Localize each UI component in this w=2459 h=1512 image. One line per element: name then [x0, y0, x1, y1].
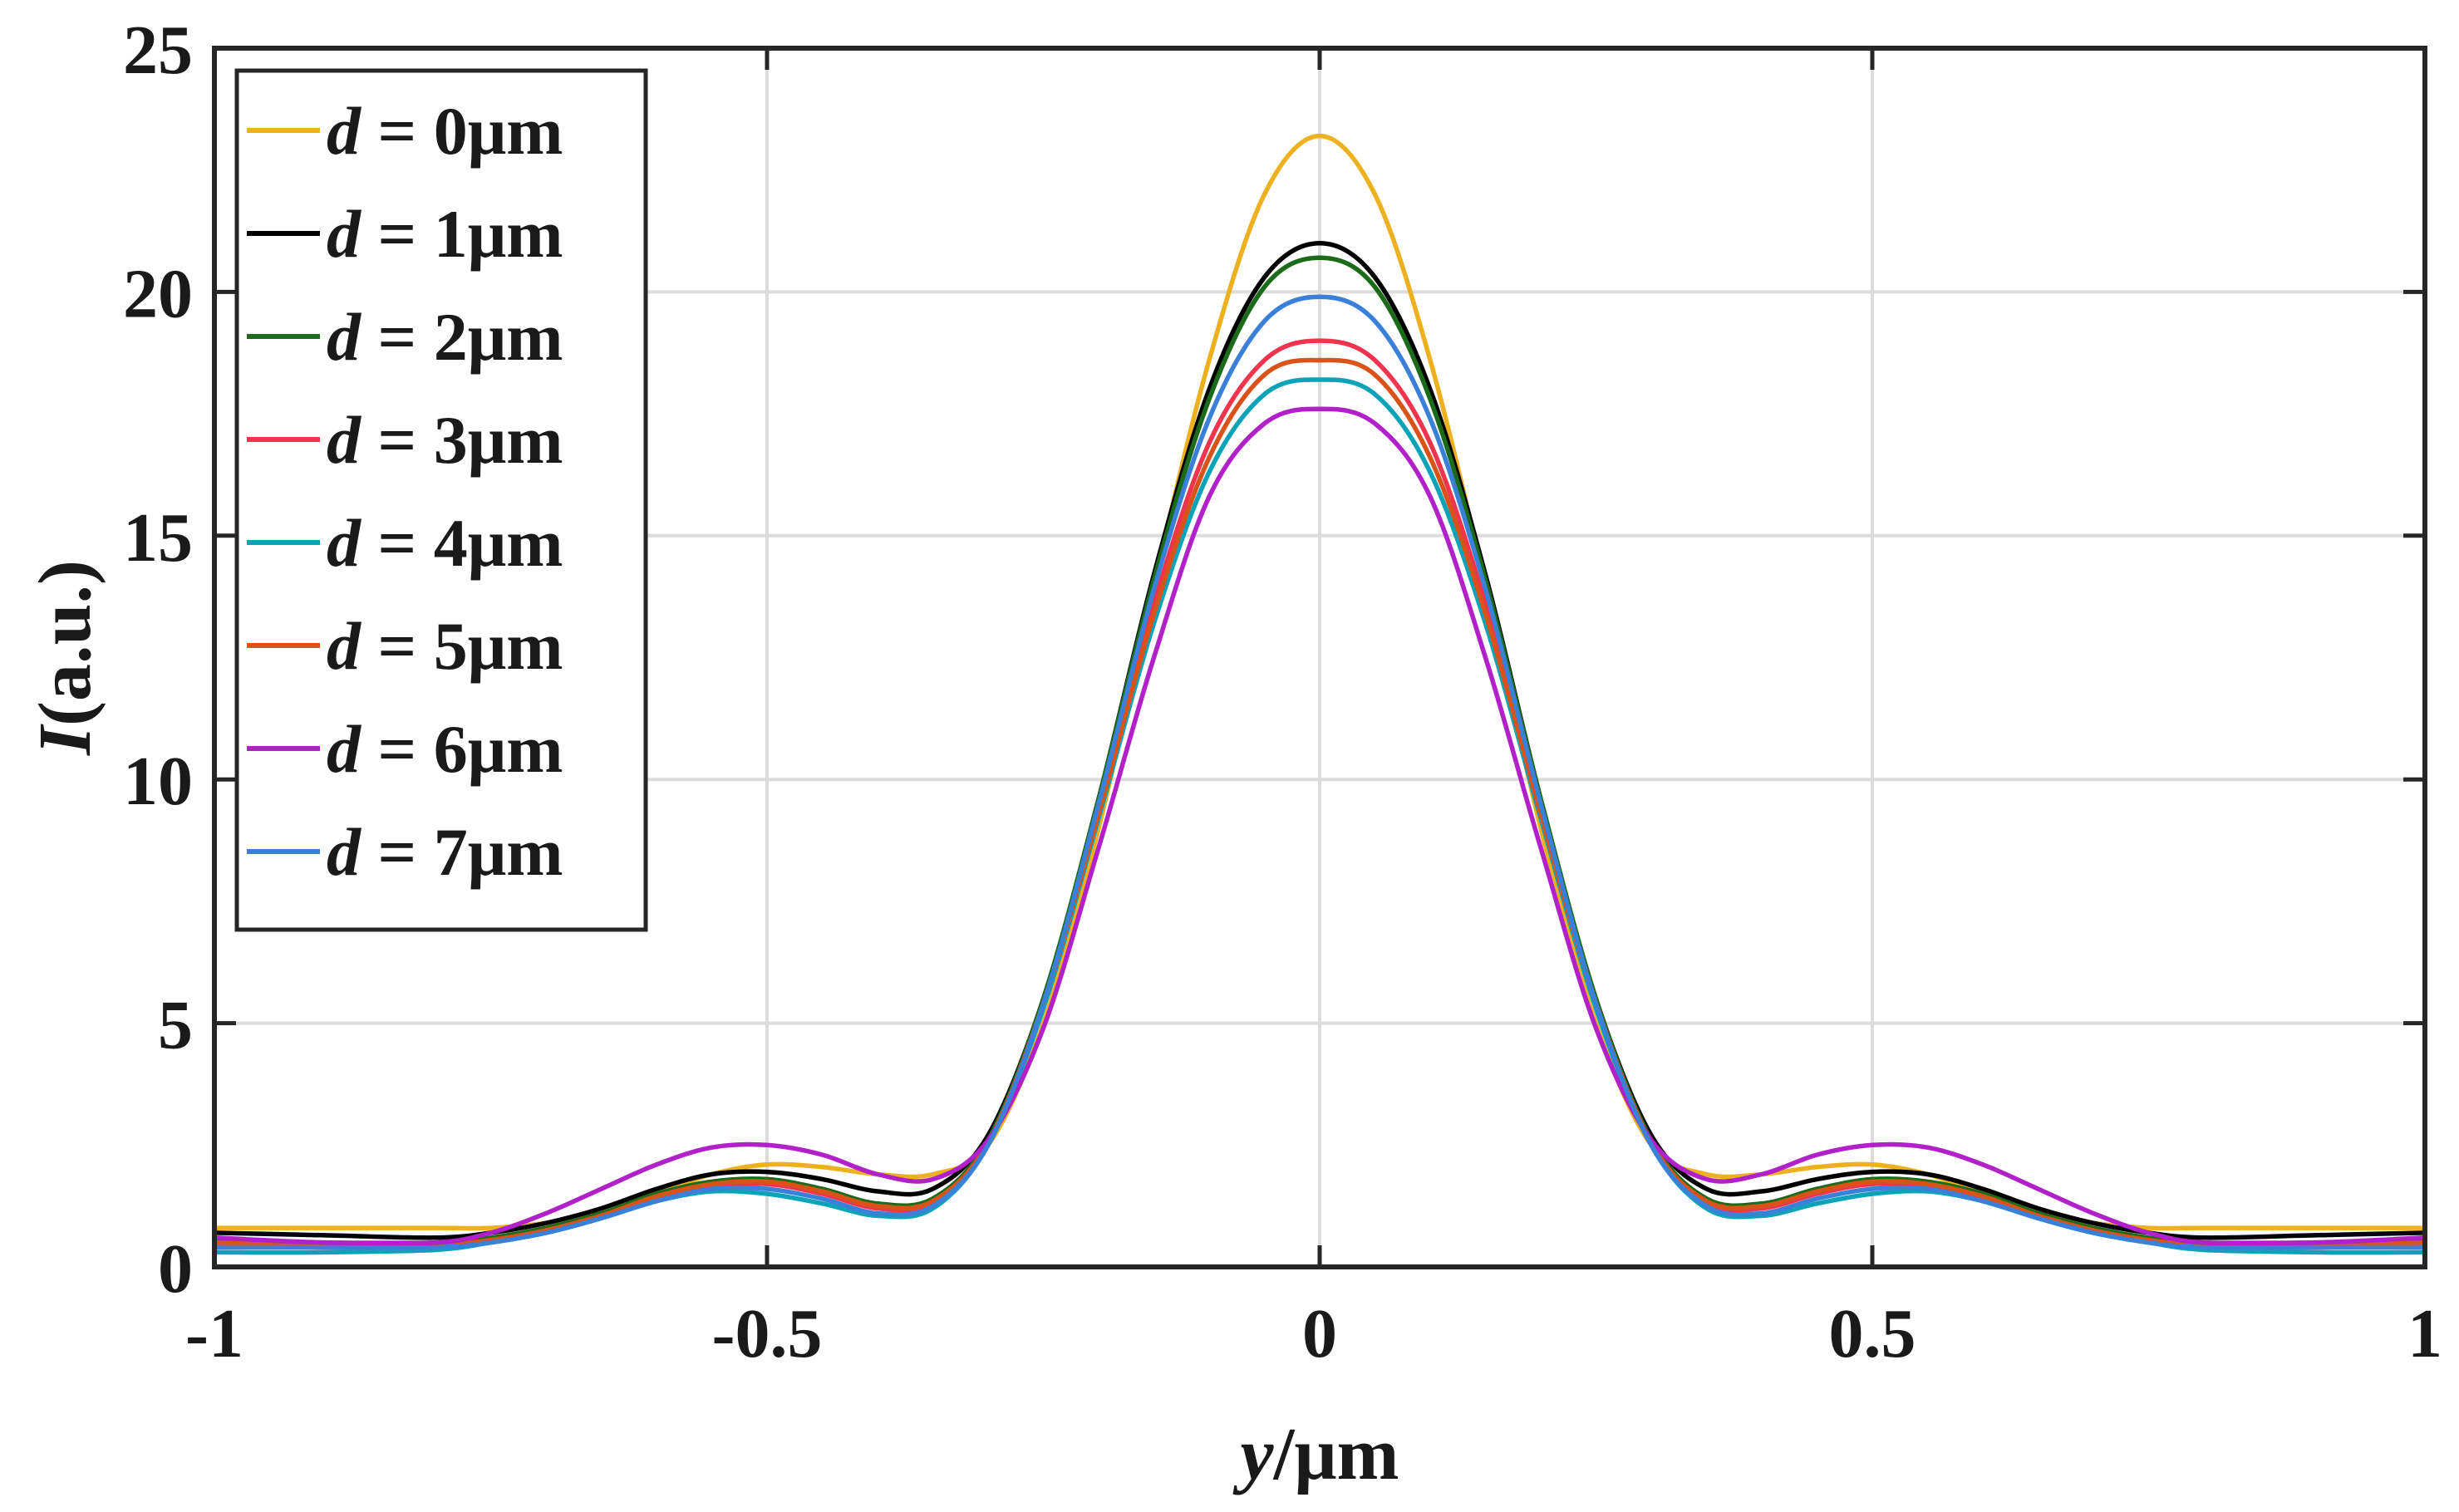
y-tick-label: 0 [158, 1230, 193, 1308]
legend-entry: d = 4μm [327, 505, 563, 581]
legend-entry-var: d [327, 299, 361, 375]
x-tick-label: 0.5 [1829, 1295, 1916, 1372]
x-tick-label: 1 [2407, 1295, 2442, 1372]
legend-entry-var: d [327, 196, 361, 272]
y-tick-label: 25 [123, 12, 193, 89]
legend-entry: d = 7μm [327, 814, 563, 890]
legend-entry: d = 3μm [327, 402, 563, 478]
legend-entry-var: d [327, 814, 361, 890]
series-line-1 [212, 240, 2427, 1240]
x-axis-label: y/μm [1232, 1413, 1399, 1495]
series-line-2 [212, 255, 2427, 1245]
legend-entry-var: d [327, 402, 361, 478]
legend-entry: d = 0μm [327, 93, 563, 169]
legend-entry-var: d [327, 93, 361, 169]
grid-lines [214, 48, 2425, 1267]
x-tick-label: 0 [1302, 1295, 1337, 1372]
legend-entry: d = 2μm [327, 299, 563, 375]
legend-entry-value: = 1μm [361, 196, 563, 272]
x-tick-label: -0.5 [712, 1295, 823, 1372]
legend-entry: d = 1μm [327, 196, 563, 272]
legend-entry: d = 5μm [327, 608, 563, 684]
legend-entry: d = 6μm [327, 711, 563, 787]
legend-entry-value: = 5μm [361, 608, 563, 684]
series-line-5 [212, 357, 2427, 1248]
legend-entry-value: = 7μm [361, 814, 563, 890]
x-axis-label-unit: /μm [1272, 1413, 1399, 1495]
legend-entry-value: = 2μm [361, 299, 563, 375]
legend-entry-var: d [327, 711, 361, 787]
y-tick-label: 20 [123, 255, 193, 332]
legend-entry-var: d [327, 608, 361, 684]
legend-entry-value: = 6μm [361, 711, 563, 787]
y-tick-label: 10 [123, 743, 193, 820]
series-line-3 [212, 338, 2427, 1250]
legend-box [234, 68, 648, 932]
legend-entry-value: = 0μm [361, 93, 563, 169]
legend-entry-value: = 4μm [361, 505, 563, 581]
x-tick-label: -1 [185, 1295, 243, 1372]
series-line-7 [212, 294, 2427, 1250]
legend-entry-value: = 3μm [361, 402, 563, 478]
y-axis-label-var: I [24, 724, 106, 756]
y-axis-label: I(a.u.) [24, 560, 106, 756]
series-line-6 [212, 406, 2427, 1246]
y-axis-label-unit: (a.u.) [24, 560, 106, 726]
y-tick-label: 5 [158, 987, 193, 1064]
y-tick-label: 15 [123, 499, 193, 577]
series-lines [212, 133, 2427, 1255]
legend-entry-var: d [327, 505, 361, 581]
